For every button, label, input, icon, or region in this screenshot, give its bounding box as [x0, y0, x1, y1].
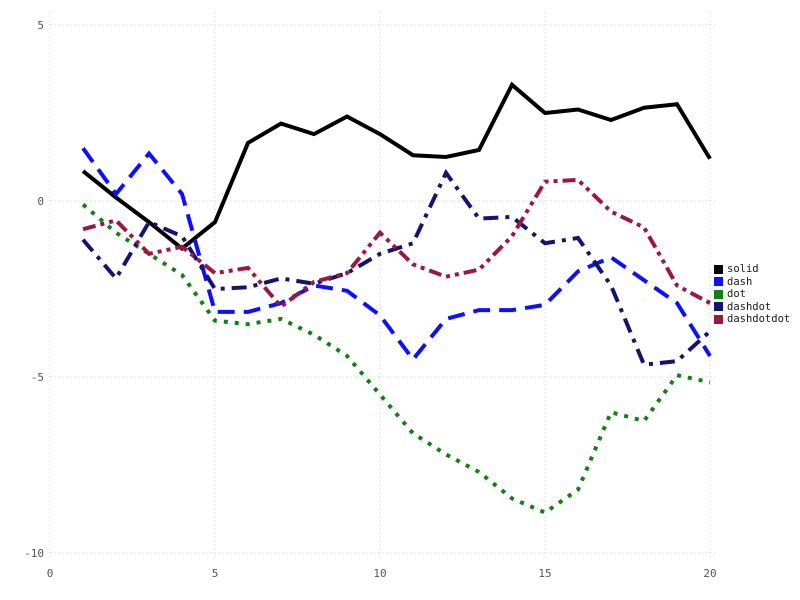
x-axis-tick-label: 10 — [373, 567, 386, 580]
y-axis-tick-label: 0 — [37, 195, 44, 208]
series-layer — [81, 81, 712, 515]
legend-label-solid: solid — [727, 263, 759, 275]
legend-label-dot: dot — [727, 288, 746, 300]
legend-swatch-dashdot — [714, 302, 723, 312]
x-axis-tick-label: 15 — [538, 567, 551, 580]
legend-item-dash: dash — [714, 276, 790, 289]
x-axis-tick-label: 20 — [703, 567, 716, 580]
grid-layer — [49, 12, 716, 558]
legend-item-dot: dot — [714, 288, 790, 301]
legend-swatch-dashdotdot — [714, 314, 723, 324]
x-axis-tick-label: 0 — [47, 567, 54, 580]
legend-item-solid: solid — [714, 263, 790, 276]
series-line-dash — [81, 147, 712, 363]
chart-legend: solid dash dot dashdot dashdotdot — [714, 263, 790, 326]
legend-item-dashdot: dashdot — [714, 301, 790, 314]
legend-label-dashdot: dashdot — [727, 300, 772, 313]
y-axis-tick-label: -5 — [31, 371, 44, 384]
series-line-dot — [81, 202, 711, 515]
legend-swatch-solid — [714, 264, 723, 274]
series-line-solid — [81, 81, 712, 252]
y-axis-tick-label: -10 — [24, 547, 44, 560]
legend-swatch-dot — [714, 289, 723, 299]
legend-swatch-dash — [714, 277, 723, 287]
legend-item-dashdotdot: dashdotdot — [714, 313, 790, 326]
legend-label-dash: dash — [727, 275, 753, 288]
legend-label-dashdotdot: dashdotdot — [727, 313, 791, 325]
y-axis-tick-label: 5 — [37, 19, 44, 32]
x-axis-tick-label: 5 — [212, 567, 219, 580]
series-line-dashdot — [81, 168, 712, 367]
tick-label-layer: 0 5 10 15 20 5 0 -5 -10 — [24, 19, 717, 580]
